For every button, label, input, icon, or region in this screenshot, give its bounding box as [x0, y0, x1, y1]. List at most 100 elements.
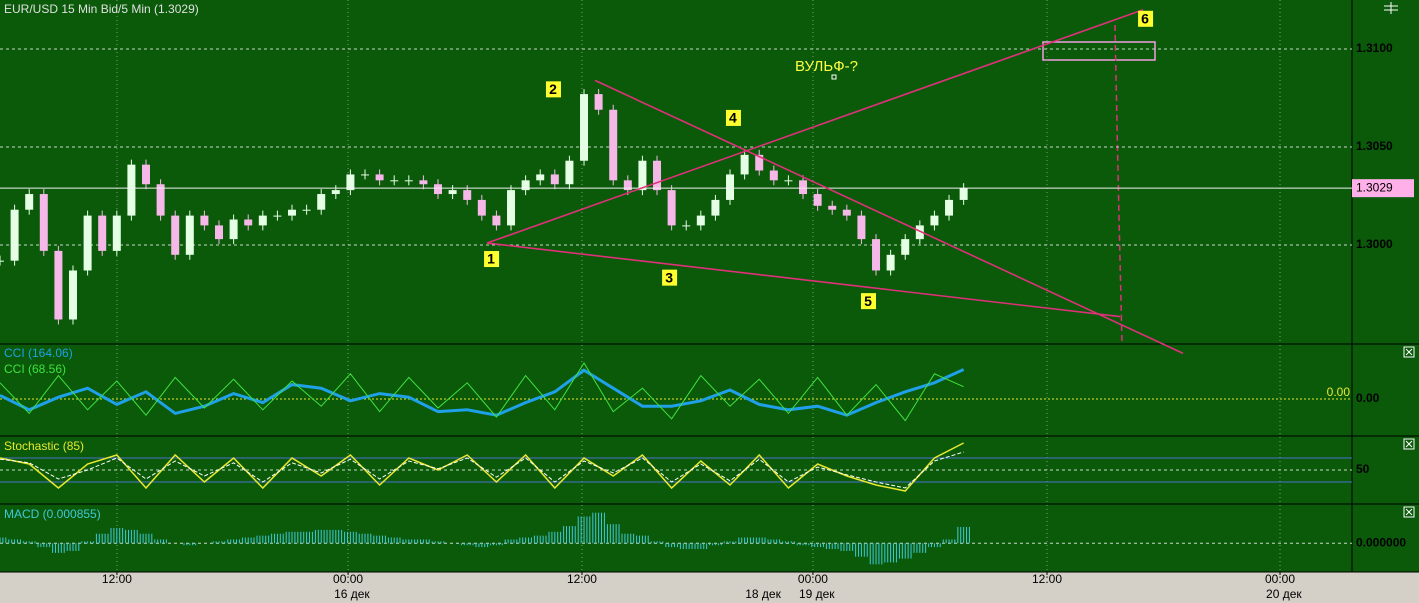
y-tick-label: 0.000000: [1356, 535, 1406, 549]
candle: [682, 225, 691, 227]
y-tick-label: 1.3100: [1356, 41, 1393, 55]
close-icon: [1405, 440, 1413, 448]
candle: [0, 260, 4, 262]
candle: [288, 209, 297, 216]
candle: [945, 199, 954, 216]
candle: [857, 215, 866, 240]
candle: [959, 188, 968, 200]
close-icon: [1405, 508, 1413, 516]
candle: [828, 205, 837, 210]
x-tick-label: 00:00: [1265, 572, 1295, 586]
close-button[interactable]: [1403, 346, 1415, 358]
candle: [244, 219, 253, 226]
candle: [375, 174, 384, 181]
candle: [127, 164, 136, 216]
candle: [623, 180, 632, 191]
candle: [696, 215, 705, 226]
scale-icon[interactable]: [1384, 2, 1398, 14]
y-tick-label: 1.3050: [1356, 139, 1393, 153]
current-price-box: [1352, 179, 1414, 198]
candle: [434, 184, 443, 195]
wave-point-box: [545, 81, 561, 98]
time-axis-bg: [0, 572, 1419, 603]
candle: [361, 174, 370, 176]
target-box: [1042, 41, 1156, 61]
legend-entry: CCI (164.06): [4, 346, 73, 360]
candle: [258, 215, 267, 226]
candle: [273, 215, 282, 217]
candle: [39, 194, 48, 251]
candle: [448, 190, 457, 195]
day-label: 16 дек: [334, 587, 370, 601]
close-buttons[interactable]: [1403, 346, 1415, 518]
wave-point-label: 3: [665, 269, 673, 285]
x-tick-label: 12:00: [1032, 572, 1062, 586]
candle: [404, 180, 413, 182]
wave-point-label: 1: [487, 251, 495, 267]
x-tick-label: 12:00: [567, 572, 597, 586]
candle: [463, 190, 472, 200]
candle: [930, 215, 939, 226]
candle: [521, 180, 530, 191]
candle: [872, 239, 881, 271]
wave-point-box: [725, 109, 741, 126]
candle: [842, 209, 851, 216]
candle: [54, 250, 63, 320]
candle: [331, 190, 340, 195]
candle: [390, 180, 399, 182]
candle: [740, 154, 749, 175]
candle: [667, 190, 676, 226]
indicator-line: [0, 368, 965, 417]
candle: [229, 219, 238, 240]
wave-point-box: [861, 293, 877, 310]
note-anchor: [831, 74, 837, 80]
candle: [156, 184, 165, 216]
close-icon: [1405, 348, 1413, 356]
candle: [755, 154, 764, 171]
candle: [302, 209, 311, 211]
candle: [653, 160, 662, 191]
candle: [477, 199, 486, 216]
indicator-line: [0, 442, 964, 492]
y-tick-label: 0.00: [1356, 391, 1380, 405]
close-button[interactable]: [1403, 506, 1415, 518]
candle: [419, 180, 428, 185]
candle: [799, 180, 808, 195]
panel-title: MACD (0.000855): [4, 507, 101, 521]
wolfe-note: ВУЛЬФ-?: [795, 58, 858, 75]
indicator-line: [0, 451, 964, 489]
candle: [317, 194, 326, 210]
candle: [25, 194, 34, 210]
candle: [69, 270, 78, 320]
candle: [142, 164, 151, 185]
y-tick-label: 1.3000: [1356, 237, 1393, 251]
time-projection: [1114, 24, 1123, 344]
indicator-line: [0, 362, 964, 422]
candle: [726, 174, 735, 200]
candle: [711, 199, 720, 216]
candle: [200, 215, 209, 226]
close-button[interactable]: [1403, 438, 1415, 450]
candle: [915, 225, 924, 240]
candle: [346, 174, 355, 191]
wave-point-box: [662, 269, 678, 286]
wave-point-box: [1138, 10, 1154, 27]
candle: [215, 225, 224, 240]
x-tick-label: 12:00: [102, 572, 132, 586]
candle: [550, 174, 559, 185]
wave-point-label: 4: [729, 110, 737, 126]
candle: [112, 215, 121, 251]
panel: 50 Stochastic (85): [0, 437, 1370, 503]
panel: 0.000000 MACD (0.000855): [0, 505, 1406, 572]
candle: [609, 109, 618, 181]
candle: [580, 94, 589, 161]
legend-entry: CCI (68.56): [4, 362, 66, 376]
candle: [10, 209, 19, 261]
y-tick-label: 50: [1356, 462, 1370, 476]
wave-point-label: 6: [1141, 11, 1149, 27]
wolfe-line: [486, 242, 1121, 318]
candle: [98, 215, 107, 251]
panel: 0.00 0.00 CCI (164.06) CCI (68.56): [0, 345, 1380, 435]
